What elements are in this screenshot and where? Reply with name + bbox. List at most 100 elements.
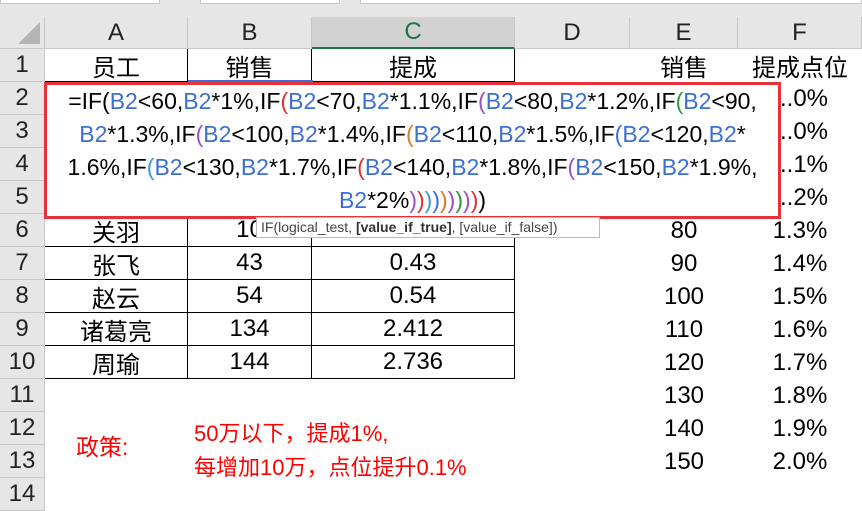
cell-a14[interactable] bbox=[45, 478, 188, 511]
cell-reference: B2 bbox=[413, 121, 442, 147]
cell-f7[interactable]: 1.4% bbox=[772, 249, 828, 277]
column-header-d[interactable]: D bbox=[515, 17, 630, 49]
cell-c9[interactable]: 2.412 bbox=[312, 313, 515, 346]
cell-f5[interactable]: ..2% bbox=[780, 183, 829, 211]
cell-f1[interactable]: 提成点位 bbox=[752, 55, 848, 82]
row-header-1[interactable]: 1 bbox=[0, 49, 45, 82]
cell-e9[interactable]: 110 bbox=[664, 315, 704, 343]
row-header-14[interactable]: 14 bbox=[0, 478, 45, 511]
cell-c8[interactable]: 0.54 bbox=[312, 280, 515, 313]
cell-f6[interactable]: 1.3% bbox=[772, 216, 828, 244]
column-header-c[interactable]: C bbox=[312, 17, 515, 49]
cell-e13[interactable]: 150 bbox=[663, 447, 705, 475]
cell-e6[interactable]: 80 bbox=[670, 216, 698, 244]
row-header-9[interactable]: 9 bbox=[0, 313, 45, 346]
cell-f11[interactable]: 1.8% bbox=[772, 381, 828, 409]
formula-line: =IF(B2<60,B2*1%,IF(B2<70,B2*1.1%,IF(B2<8… bbox=[47, 85, 778, 118]
cell-f8[interactable]: 1.5% bbox=[772, 282, 828, 310]
formula-token: ) bbox=[470, 187, 479, 213]
cell-a1[interactable]: 员工 bbox=[45, 49, 188, 82]
select-all-corner[interactable] bbox=[0, 17, 45, 49]
formula-token: <140, bbox=[392, 154, 452, 180]
cell-d8[interactable] bbox=[515, 280, 630, 313]
cell-b1[interactable]: 销售 bbox=[188, 49, 312, 82]
row-header-11[interactable]: 11 bbox=[0, 379, 45, 412]
tooltip-current-arg[interactable]: [value_if_true] bbox=[355, 219, 452, 235]
formula-token: ) bbox=[463, 187, 471, 213]
formula-token: ) bbox=[447, 187, 456, 213]
cell-d7[interactable] bbox=[515, 247, 630, 280]
cell-f14[interactable] bbox=[738, 478, 862, 511]
cell-f10[interactable]: 1.7% bbox=[772, 348, 828, 376]
cell-b14[interactable] bbox=[188, 478, 312, 511]
column-header-e[interactable]: E bbox=[630, 17, 738, 49]
toolbar-strip bbox=[0, 0, 862, 17]
cell-reference: B2 bbox=[154, 154, 183, 180]
row-header-6[interactable]: 6 bbox=[0, 214, 45, 247]
cell-reference: B2 bbox=[498, 121, 527, 147]
row-header-13[interactable]: 13 bbox=[0, 445, 45, 478]
toolbar-segment bbox=[360, 0, 862, 4]
cell-f13[interactable]: 2.0% bbox=[772, 447, 828, 475]
cell-a7[interactable]: 张飞 bbox=[45, 247, 188, 280]
cell-reference: B2 bbox=[661, 154, 690, 180]
cell-f3[interactable]: ..0% bbox=[780, 117, 829, 145]
cell-b9[interactable]: 134 bbox=[188, 313, 312, 346]
cell-f12[interactable]: 1.9% bbox=[772, 414, 828, 442]
row-header-4[interactable]: 4 bbox=[0, 148, 45, 181]
formula-token: ( bbox=[614, 121, 623, 147]
cell-d1[interactable] bbox=[515, 49, 630, 82]
cell-f9[interactable]: 1.6% bbox=[772, 315, 828, 343]
cell-c10[interactable]: 2.736 bbox=[312, 346, 515, 379]
cell-c14[interactable] bbox=[312, 478, 515, 511]
cell-c1[interactable]: 提成 bbox=[312, 49, 515, 82]
formula-token: ) bbox=[440, 187, 448, 213]
column-header-a[interactable]: A bbox=[45, 17, 188, 49]
formula-token: *1.1%,IF bbox=[389, 88, 479, 114]
row-header-5[interactable]: 5 bbox=[0, 181, 45, 214]
column-header-b[interactable]: B bbox=[188, 17, 312, 49]
cell-e1[interactable]: 销售 bbox=[660, 55, 708, 82]
row-header-8[interactable]: 8 bbox=[0, 280, 45, 313]
policy-label: 政策: bbox=[76, 434, 129, 460]
cell-d11[interactable] bbox=[515, 379, 630, 412]
policy-line-1: 50万以下，提成1%, bbox=[194, 421, 389, 446]
cell-a9[interactable]: 诸葛亮 bbox=[45, 313, 188, 346]
cell-e8[interactable]: 100 bbox=[663, 282, 705, 310]
column-header-f[interactable]: F bbox=[738, 17, 862, 49]
row-header-10[interactable]: 10 bbox=[0, 346, 45, 379]
row-header-2[interactable]: 2 bbox=[0, 82, 45, 115]
cell-a11[interactable] bbox=[45, 379, 188, 412]
cell-d12[interactable] bbox=[515, 412, 630, 445]
cell-b8[interactable]: 54 bbox=[188, 280, 312, 313]
cell-f4[interactable]: ..1% bbox=[780, 150, 829, 178]
cell-d13[interactable] bbox=[515, 445, 630, 478]
cell-a10[interactable]: 周瑜 bbox=[45, 346, 188, 379]
in-cell-formula-editor[interactable]: =IF(B2<60,B2*1%,IF(B2<70,B2*1.1%,IF(B2<8… bbox=[44, 82, 781, 219]
cell-e10[interactable]: 120 bbox=[663, 348, 705, 376]
formula-token: <110, bbox=[441, 121, 499, 147]
cell-b10[interactable]: 144 bbox=[188, 346, 312, 379]
formula-token: ) bbox=[409, 187, 417, 213]
function-tooltip: IF(logical_test, [value_if_true], [value… bbox=[256, 217, 600, 238]
cell-c11[interactable] bbox=[312, 379, 515, 412]
cell-d14[interactable] bbox=[515, 478, 630, 511]
cell-d9[interactable] bbox=[515, 313, 630, 346]
row-header-7[interactable]: 7 bbox=[0, 247, 45, 280]
cell-c7[interactable]: 0.43 bbox=[312, 247, 515, 280]
cell-f2[interactable]: ..0% bbox=[780, 84, 829, 112]
policy-line-2: 每增加10万，点位提升0.1% bbox=[194, 455, 467, 480]
cell-e14[interactable] bbox=[630, 478, 738, 511]
cell-e7[interactable]: 90 bbox=[670, 249, 698, 277]
formula-token: 1.6%,IF bbox=[67, 154, 147, 180]
formula-token: <90, bbox=[711, 88, 757, 114]
cell-e12[interactable]: 140 bbox=[663, 414, 705, 442]
row-header-12[interactable]: 12 bbox=[0, 412, 45, 445]
cell-b7[interactable]: 43 bbox=[188, 247, 312, 280]
row-header-3[interactable]: 3 bbox=[0, 115, 45, 148]
cell-a8[interactable]: 赵云 bbox=[45, 280, 188, 313]
cell-a6[interactable]: 关羽 bbox=[45, 214, 188, 247]
cell-d10[interactable] bbox=[515, 346, 630, 379]
cell-e11[interactable]: 130 bbox=[663, 381, 705, 409]
cell-b11[interactable] bbox=[188, 379, 312, 412]
